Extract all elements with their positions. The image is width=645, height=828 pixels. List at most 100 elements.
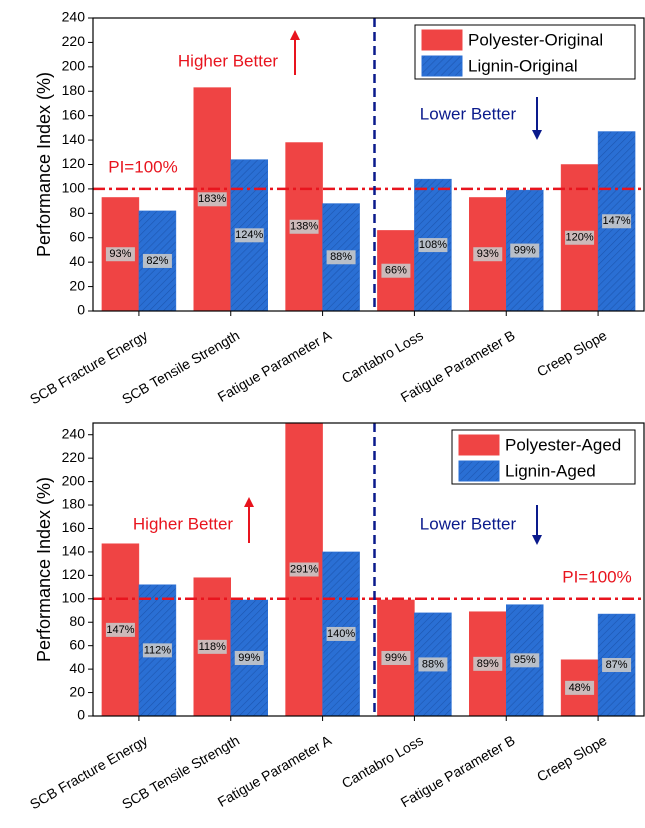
value-label-bg <box>565 230 595 245</box>
value-label-bg <box>510 653 540 668</box>
value-label: 48% <box>569 682 591 694</box>
legend-swatch <box>458 460 500 482</box>
value-label: 88% <box>422 658 444 670</box>
y-tick-label: 160 <box>62 519 86 535</box>
legend-label: Lignin-Aged <box>505 461 596 480</box>
value-label-bg <box>326 250 356 265</box>
y-tick-label: 0 <box>77 707 85 723</box>
legend-label: Polyester-Original <box>468 30 603 49</box>
value-label-bg <box>142 253 172 268</box>
value-label-bg <box>602 214 632 229</box>
plot-area <box>101 423 636 716</box>
value-label-bg <box>289 219 319 234</box>
value-label: 124% <box>235 229 263 241</box>
value-label: 147% <box>106 624 134 636</box>
x-tick-label: Cantabro Loss <box>339 327 426 386</box>
arrow-head <box>532 535 542 545</box>
value-label-bg <box>602 658 632 673</box>
value-label-bg <box>381 263 411 278</box>
value-label-bg <box>565 680 595 695</box>
value-label: 99% <box>514 244 536 256</box>
value-label-bg <box>473 656 503 671</box>
value-label: 66% <box>385 265 407 277</box>
value-label-bg <box>381 650 411 665</box>
legend-label: Polyester-Aged <box>505 435 621 454</box>
value-label: 118% <box>199 641 227 653</box>
value-label: 95% <box>514 654 536 666</box>
annotation: Lower Better <box>420 104 517 123</box>
y-tick-label: 60 <box>69 228 85 244</box>
value-label: 183% <box>198 193 226 205</box>
legend-label: Lignin-Original <box>468 56 578 75</box>
y-tick-label: 220 <box>62 449 86 465</box>
legend-swatch <box>421 29 463 51</box>
value-label-bg <box>289 562 319 577</box>
y-tick-label: 40 <box>69 253 85 269</box>
value-label: 88% <box>330 251 352 263</box>
value-label-bg <box>142 643 172 658</box>
value-label-bg <box>510 243 540 258</box>
x-tick-label: Creep Slope <box>534 327 610 380</box>
annotation: Higher Better <box>178 51 278 70</box>
y-tick-label: 180 <box>62 82 86 98</box>
value-label-bg <box>234 650 264 665</box>
y-tick-label: 240 <box>62 425 86 441</box>
value-label-bg <box>418 238 448 253</box>
arrow-head <box>244 497 254 507</box>
y-tick-label: 80 <box>69 204 85 220</box>
bar <box>285 423 323 716</box>
value-label-bg <box>197 639 227 654</box>
arrow-head <box>532 130 542 140</box>
value-label-bg <box>234 228 264 243</box>
value-label-bg <box>473 247 503 262</box>
y-tick-label: 120 <box>62 155 86 171</box>
value-label-bg <box>197 192 227 207</box>
y-tick-label: 200 <box>62 58 86 74</box>
y-tick-label: 100 <box>62 590 86 606</box>
y-tick-label: 40 <box>69 660 85 676</box>
value-label: 93% <box>109 248 131 260</box>
value-label: 99% <box>385 652 407 664</box>
reference-label: PI=100% <box>108 157 177 176</box>
value-label: 112% <box>144 644 172 656</box>
reference-label: PI=100% <box>562 567 631 586</box>
y-tick-label: 220 <box>62 33 86 49</box>
value-label-bg <box>105 622 135 637</box>
x-tick-label: Cantabro Loss <box>339 732 426 791</box>
y-tick-label: 20 <box>69 683 85 699</box>
value-label: 93% <box>477 248 499 260</box>
value-label: 138% <box>290 221 318 233</box>
value-label: 120% <box>566 232 594 244</box>
value-label-bg <box>326 626 356 641</box>
y-tick-label: 200 <box>62 472 86 488</box>
y-tick-label: 180 <box>62 496 86 512</box>
y-axis-label: Performance Index (%) <box>34 477 54 662</box>
y-tick-label: 160 <box>62 106 86 122</box>
x-tick-label: Creep Slope <box>534 732 610 785</box>
value-label-bg <box>418 657 448 672</box>
value-label: 291% <box>290 563 318 575</box>
y-tick-label: 240 <box>62 9 86 25</box>
value-label: 99% <box>238 652 260 664</box>
y-tick-label: 140 <box>62 543 86 559</box>
y-tick-label: 60 <box>69 636 85 652</box>
legend-swatch <box>421 55 463 77</box>
plot-area <box>101 87 636 311</box>
legend-swatch <box>458 434 500 456</box>
arrow-head <box>290 30 300 40</box>
value-label: 87% <box>606 659 628 671</box>
annotation: Higher Better <box>133 514 233 533</box>
value-label: 108% <box>419 239 447 251</box>
y-tick-label: 120 <box>62 566 86 582</box>
value-label: 89% <box>477 658 499 670</box>
value-label-bg <box>105 247 135 262</box>
y-tick-label: 80 <box>69 613 85 629</box>
y-axis-label: Performance Index (%) <box>34 72 54 257</box>
plot-frame <box>92 422 645 717</box>
y-tick-label: 100 <box>62 180 86 196</box>
plot-frame <box>92 17 645 312</box>
annotation: Lower Better <box>420 514 517 533</box>
value-label: 140% <box>327 628 355 640</box>
